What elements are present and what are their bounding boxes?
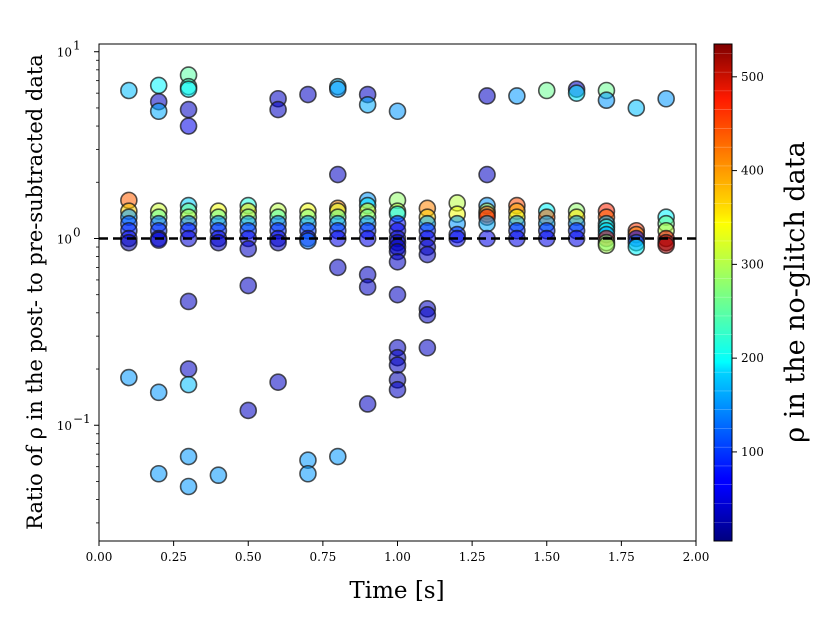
y-tick-exponent: 1	[73, 39, 81, 53]
data-point	[328, 258, 347, 277]
x-tick-label: 1.75	[608, 550, 635, 564]
data-point	[120, 368, 138, 387]
data-point	[179, 292, 198, 311]
data-point	[179, 80, 198, 99]
data-point	[328, 165, 347, 184]
y-axis-label: Ratio of ρ in the post- to pre-subtracte…	[23, 54, 47, 530]
y-tick-label: 10	[57, 232, 72, 246]
y-tick-label: 10	[57, 46, 72, 60]
data-point	[627, 238, 646, 256]
colorbar-ticks: 100 200 300 400 500	[714, 53, 764, 523]
data-point	[179, 375, 198, 394]
data-point	[418, 338, 437, 357]
x-tick-label: 0.00	[86, 550, 113, 564]
data-point	[149, 383, 168, 402]
data-points	[120, 66, 675, 496]
x-axis-label: Time [s]	[349, 578, 444, 604]
data-point	[358, 278, 377, 296]
data-point	[418, 245, 437, 264]
data-point	[149, 231, 168, 249]
data-point	[120, 233, 138, 252]
data-point	[358, 95, 377, 114]
data-point	[657, 89, 675, 108]
x-tick-label: 0.25	[160, 550, 187, 564]
colorbar-tick-label: 500	[741, 70, 764, 84]
data-point	[149, 102, 168, 121]
data-point	[388, 356, 407, 374]
data-point	[478, 87, 496, 105]
x-tick-label: 2.00	[683, 550, 710, 564]
data-point	[299, 464, 317, 483]
data-point	[627, 99, 646, 117]
data-point	[179, 477, 198, 496]
x-tick-label: 0.75	[310, 550, 337, 564]
data-point	[269, 100, 287, 119]
data-point	[388, 380, 407, 399]
y-tick-exponent: 0	[73, 225, 81, 239]
x-tick-label: 1.25	[459, 550, 486, 564]
data-point	[388, 253, 407, 271]
data-point	[418, 306, 437, 324]
data-point	[657, 236, 675, 255]
colorbar-tick-label: 100	[741, 445, 764, 459]
data-point	[269, 233, 287, 252]
data-point	[179, 117, 198, 135]
data-point	[388, 102, 407, 121]
data-point	[209, 233, 228, 252]
data-point	[478, 165, 496, 184]
colorbar-label: ρ in the no-glitch data	[780, 141, 811, 442]
data-point	[269, 373, 287, 392]
data-point	[388, 285, 407, 304]
data-point	[149, 464, 168, 483]
x-tick-label: 1.00	[384, 550, 411, 564]
data-point	[537, 81, 556, 100]
data-point	[328, 80, 347, 99]
data-point	[209, 466, 228, 485]
data-point	[328, 447, 347, 466]
colorbar-tick-label: 300	[741, 257, 764, 271]
y-tick-label: 10	[57, 419, 72, 433]
x-tick-label: 0.50	[235, 550, 262, 564]
data-point	[508, 87, 526, 105]
data-point	[597, 91, 616, 110]
data-point	[299, 85, 317, 104]
y-tick-exponent: −1	[73, 412, 91, 426]
data-point	[239, 276, 258, 295]
colorbar-tick-label: 400	[741, 164, 764, 178]
data-point	[239, 401, 258, 420]
data-point	[179, 447, 198, 466]
data-point	[478, 214, 496, 233]
data-point	[597, 236, 616, 255]
data-point	[149, 76, 168, 95]
data-point	[179, 100, 198, 119]
data-point	[358, 395, 377, 413]
x-tick-label: 1.50	[533, 550, 560, 564]
colorbar	[713, 43, 733, 542]
data-point	[299, 232, 317, 250]
data-point	[239, 240, 258, 258]
colorbar-tick-label: 200	[741, 351, 764, 365]
x-axis-ticks: 0.00 0.25 0.50 0.75 1.00 1.25 1.50 1.75 2.00	[86, 541, 710, 564]
data-point	[179, 360, 198, 378]
data-point	[120, 81, 138, 100]
data-point	[567, 84, 586, 102]
